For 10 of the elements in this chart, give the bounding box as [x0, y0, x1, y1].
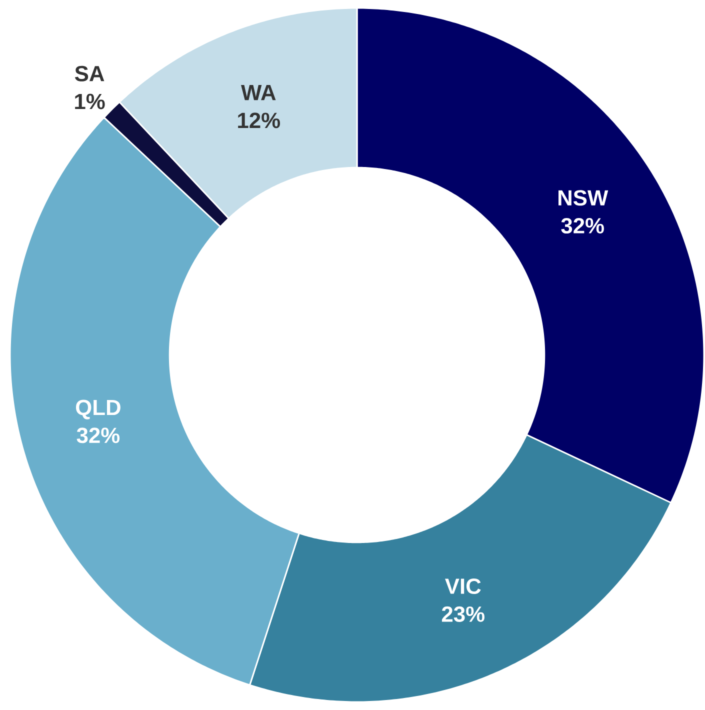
data-label: 32% [76, 428, 120, 444]
slice-label: WA [241, 84, 276, 100]
data-label: 1% [75, 94, 105, 110]
data-label: 23% [442, 606, 484, 622]
slice-label: NSW [558, 190, 608, 206]
slice-label: QLD [76, 400, 120, 420]
slice-label: VIC [445, 578, 481, 594]
data-label: 32% [561, 218, 604, 234]
data-label: 12% [238, 112, 280, 128]
slice-label: SA [74, 66, 104, 82]
